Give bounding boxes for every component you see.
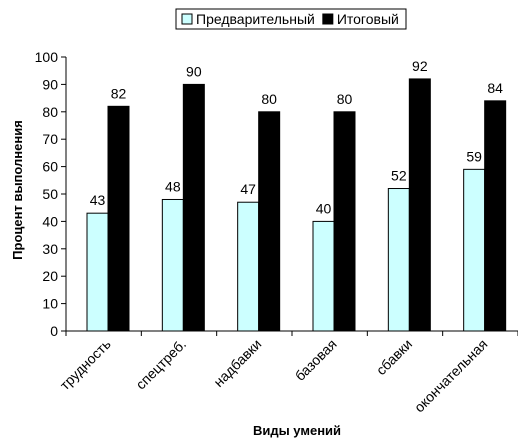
x-tick-label: спецтреб. (132, 336, 189, 393)
bar-final (408, 78, 431, 332)
x-tick-label: окончательная (411, 336, 491, 416)
y-tick-label: 20 (42, 268, 58, 284)
bar-preliminary (387, 188, 410, 332)
data-label: 80 (337, 91, 353, 107)
bar-final (182, 83, 205, 332)
x-axis-title: Виды умений (253, 423, 341, 438)
data-label: 40 (316, 200, 332, 216)
y-tick-label: 80 (42, 104, 58, 120)
bar-preliminary (463, 168, 486, 332)
y-tick-label: 60 (42, 159, 58, 175)
data-label: 59 (466, 148, 482, 164)
legend-label-final: Итоговый (337, 11, 399, 27)
y-tick-label: 0 (50, 323, 58, 339)
y-axis-title: Процент выполнения (10, 120, 25, 260)
x-tick-label: сбавки (373, 336, 415, 378)
legend-box (175, 8, 407, 30)
data-label: 90 (186, 63, 202, 79)
legend: Предварительный Итоговый (175, 8, 407, 30)
bar-final (107, 105, 130, 332)
data-label: 43 (90, 192, 106, 208)
bar-final (484, 100, 507, 332)
data-label: 47 (240, 181, 256, 197)
data-label: 48 (165, 178, 181, 194)
x-tick-label: надбавки (210, 336, 264, 390)
data-label: 80 (261, 91, 277, 107)
bar-preliminary (312, 220, 335, 332)
data-label: 92 (412, 58, 428, 74)
y-tick-label: 100 (35, 49, 59, 65)
y-tick-label: 40 (42, 213, 58, 229)
x-axis: трудность спецтреб. надбавки базовая сбавкио… (57, 330, 518, 416)
y-tick-label: 50 (42, 186, 58, 202)
data-labels: 43 82 48 90 47 80 40 80 52 92 59 84 (90, 58, 503, 216)
y-tick-label: 70 (42, 131, 58, 147)
y-tick-label: 30 (42, 241, 58, 257)
y-tick-label: 90 (42, 76, 58, 92)
data-label: 84 (487, 80, 503, 96)
bar-final (333, 111, 356, 332)
legend-label-preliminary: Предварительный (196, 11, 315, 27)
y-axis: 0 10 20 30 40 50 60 70 80 90 100 (35, 49, 67, 339)
bar-preliminary (86, 212, 109, 332)
x-tick-label: трудность (57, 336, 114, 393)
data-label: 82 (111, 85, 127, 101)
bar-preliminary (161, 198, 184, 332)
legend-swatch-preliminary (181, 13, 193, 25)
bar-final (258, 111, 281, 332)
x-tick-label: базовая (292, 336, 340, 384)
bar-preliminary (237, 201, 260, 332)
data-label: 52 (391, 168, 407, 184)
bars (86, 78, 507, 332)
legend-swatch-final (322, 13, 334, 25)
y-tick-label: 10 (42, 296, 58, 312)
